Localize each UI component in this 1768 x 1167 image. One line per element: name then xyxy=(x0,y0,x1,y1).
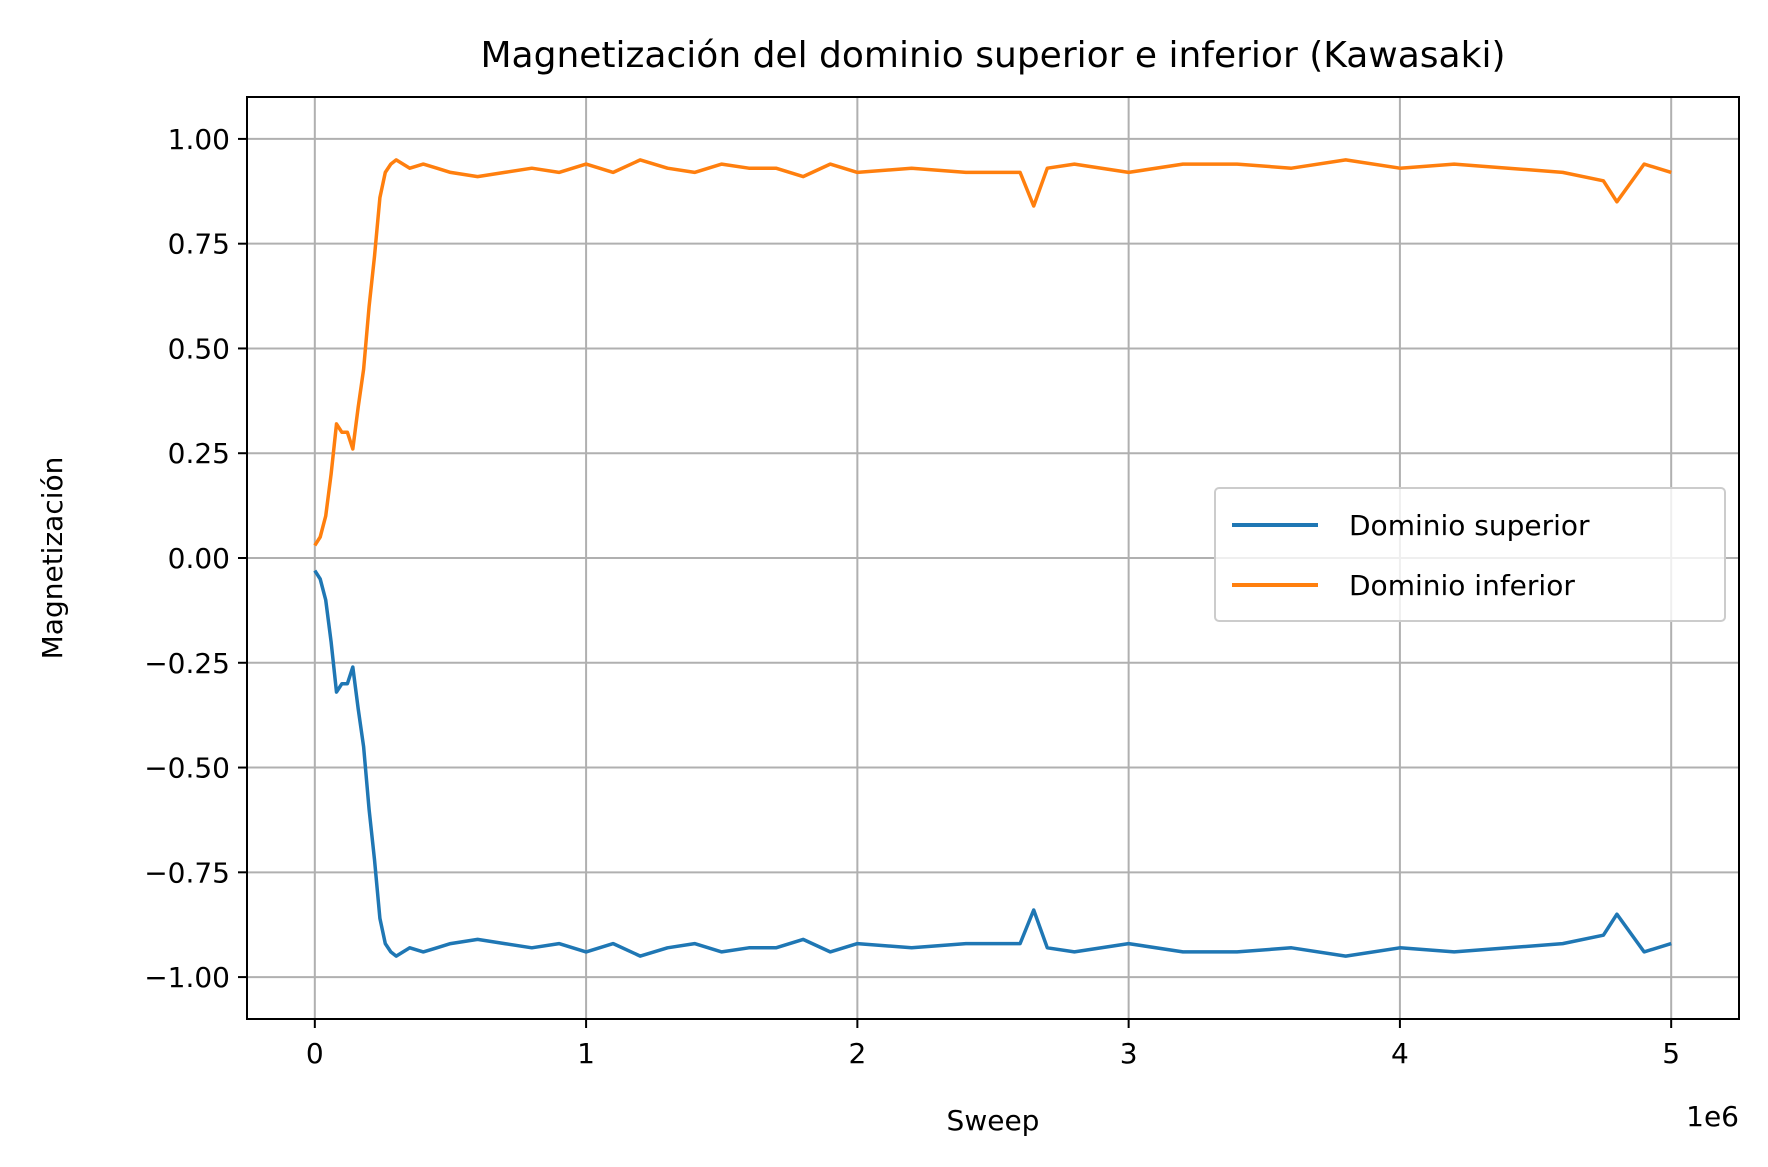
legend-box xyxy=(1214,487,1726,622)
plot-lines xyxy=(313,158,1672,958)
y-tick-label: −0.25 xyxy=(144,647,230,680)
y-tick-label: 0.25 xyxy=(168,437,230,470)
series-line-dominio-inferior xyxy=(313,158,1672,547)
y-axis-ticks: 1.00 0.75 0.50 0.25 0.00 −0.25 −0.50 −0.75 −1.00 xyxy=(144,123,247,994)
y-tick-label: −1.00 xyxy=(144,961,230,994)
x-tick-label: 3 xyxy=(1120,1037,1138,1070)
y-tick-label: −0.50 xyxy=(144,752,230,785)
y-tick-label: −0.75 xyxy=(144,856,230,889)
x-axis-offset-label: 1e6 xyxy=(1686,1100,1739,1133)
y-tick-label: 1.00 xyxy=(168,123,230,156)
x-axis-ticks: 0 1 2 3 4 5 xyxy=(306,1019,1680,1070)
chart-title: Magnetización del dominio superior e inf… xyxy=(480,35,1505,76)
legend-label-dominio-superior: Dominio superior xyxy=(1349,509,1590,542)
x-tick-label: 5 xyxy=(1662,1037,1680,1070)
y-tick-label: 0.00 xyxy=(168,542,230,575)
y-tick-label: 0.50 xyxy=(168,332,230,365)
x-tick-label: 4 xyxy=(1391,1037,1409,1070)
x-tick-label: 2 xyxy=(848,1037,866,1070)
x-axis-label: Sweep xyxy=(947,1104,1040,1137)
y-tick-label: 0.75 xyxy=(168,228,230,261)
x-tick-label: 1 xyxy=(577,1037,595,1070)
y-axis-label: Magnetización xyxy=(36,457,69,660)
legend: Dominio superior Dominio inferior xyxy=(1214,487,1726,622)
legend-label-dominio-inferior: Dominio inferior xyxy=(1349,569,1575,602)
x-tick-label: 0 xyxy=(306,1037,324,1070)
series-line-dominio-superior xyxy=(313,569,1672,958)
